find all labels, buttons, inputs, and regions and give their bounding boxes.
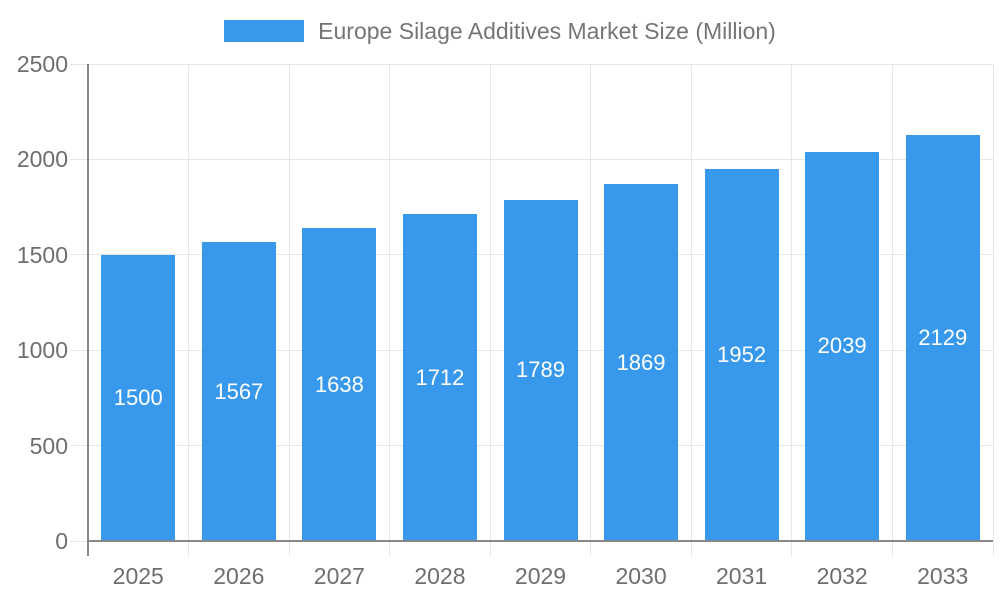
bar-value-label: 1869: [616, 349, 666, 375]
x-axis-tick-label: 2030: [615, 563, 667, 589]
y-axis-tick-label: 2500: [16, 51, 68, 77]
y-axis-line: [87, 64, 89, 556]
bar: 2039: [805, 151, 880, 541]
y-gridline: [70, 63, 993, 65]
x-gridline: [389, 64, 391, 556]
bar: 2129: [905, 134, 980, 541]
x-gridline: [791, 64, 793, 556]
x-axis-tick-label: 2025: [112, 563, 164, 589]
x-axis-tick-label: 2033: [917, 563, 969, 589]
y-axis-tick-label: 2000: [16, 146, 68, 173]
x-gridline: [188, 64, 190, 556]
bar-value-label: 2129: [918, 324, 968, 350]
x-axis-tick-label: 2027: [313, 563, 365, 589]
x-gridline: [690, 64, 692, 556]
y-axis-tick-label: 1500: [16, 241, 68, 268]
x-axis-tick-label: 2028: [414, 563, 466, 589]
x-axis-line: [88, 540, 993, 542]
bar-value-label: 1638: [314, 371, 364, 397]
bar-value-label: 1567: [214, 378, 264, 404]
x-gridline: [992, 64, 994, 556]
bar-value-label: 1789: [516, 357, 565, 383]
bar: 1952: [704, 168, 779, 541]
x-axis-tick-label: 2032: [816, 563, 868, 589]
chart-legend: Europe Silage Additives Market Size (Mil…: [0, 14, 1000, 48]
y-gridline: [70, 158, 993, 160]
y-axis-tick-label: 1000: [16, 337, 68, 364]
x-gridline: [891, 64, 893, 556]
legend-swatch: [224, 20, 305, 42]
x-axis-tick-label: 2029: [514, 563, 567, 589]
bar-value-label: 1952: [717, 341, 767, 367]
x-gridline: [288, 64, 290, 556]
legend-label: Europe Silage Additives Market Size (Mil…: [318, 17, 776, 44]
y-axis-tick-label: 500: [29, 432, 68, 459]
bar: 1567: [201, 242, 276, 541]
bar: 1869: [604, 184, 679, 541]
bar-value-label: 1712: [415, 364, 465, 390]
bar: 1638: [302, 228, 377, 541]
y-axis-tick-label: 0: [55, 528, 68, 554]
bar: 1789: [503, 199, 578, 541]
x-axis-tick-label: 2026: [213, 563, 265, 589]
x-gridline: [590, 64, 592, 556]
bar: 1712: [402, 214, 477, 541]
x-axis-tick-label: 2031: [716, 563, 768, 589]
bar-value-label: 1500: [113, 384, 163, 410]
x-gridline: [489, 64, 491, 556]
bar-value-label: 2039: [817, 333, 867, 359]
bar: 1500: [101, 254, 176, 541]
